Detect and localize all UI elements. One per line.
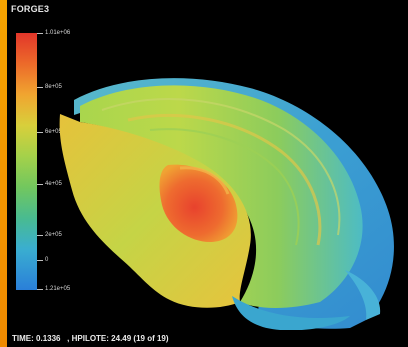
legend-tick — [37, 235, 43, 236]
legend-tick-label: 6e+05 — [45, 129, 62, 135]
legend-tick — [37, 184, 43, 185]
legend-tick — [37, 33, 43, 34]
legend-tick — [37, 132, 43, 133]
time-value: 0.1336 — [36, 334, 61, 343]
forging-3d-viewport[interactable] — [50, 70, 408, 330]
legend-tick-label: 4e+05 — [45, 181, 62, 187]
hot-core-region — [159, 164, 238, 242]
legend-tick-label: 8e+05 — [45, 84, 62, 90]
legend-tick-label: 1.21e+05 — [45, 286, 71, 292]
hpilote-value: 24.49 (19 of 19) — [111, 334, 169, 343]
time-label: TIME: — [12, 334, 34, 343]
color-scale-bar — [16, 33, 37, 290]
orange-side-strip — [0, 0, 7, 347]
legend-tick-label: 1.01e+06 — [45, 30, 71, 36]
legend-tick-label: 2e+05 — [45, 232, 62, 238]
app-title: FORGE3 — [11, 4, 50, 14]
cut-section-face — [59, 114, 251, 308]
legend-tick — [37, 289, 43, 290]
legend-tick — [37, 87, 43, 88]
status-bar: TIME: 0.1336 , HPILOTE: 24.49 (19 of 19) — [12, 334, 169, 343]
part-top-surface — [80, 85, 363, 308]
legend-tick — [37, 260, 43, 261]
lower-flange — [232, 296, 350, 330]
hpilote-label: , HPILOTE: — [67, 334, 109, 343]
legend-tick-label: 0 — [45, 257, 49, 263]
